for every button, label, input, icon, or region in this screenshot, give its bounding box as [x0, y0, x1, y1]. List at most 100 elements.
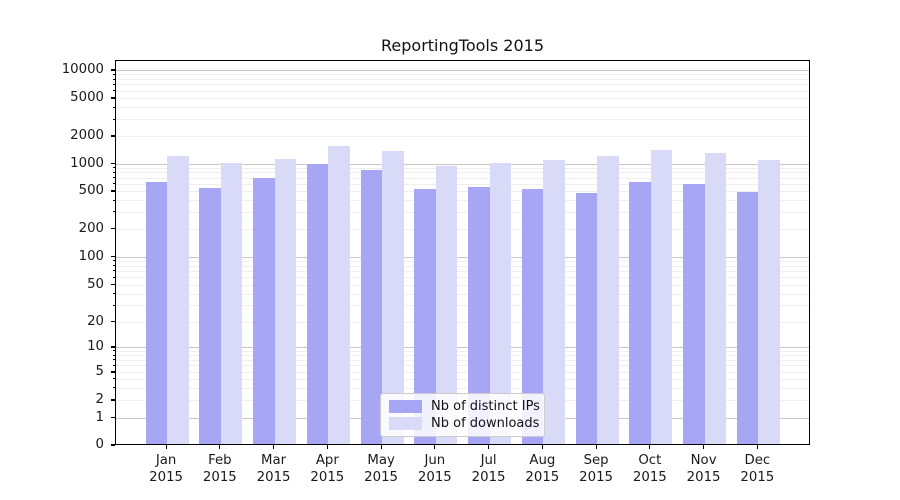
y-minor-tick-mark: [112, 359, 115, 361]
y-axis-tick-label: 20: [87, 313, 104, 329]
y-axis-tick-label: 200: [78, 220, 104, 236]
y-axis-tick-label: 50: [87, 276, 104, 292]
y-minor-tick-mark: [112, 78, 115, 80]
bar-distinct-ips: [306, 164, 329, 444]
y-axis-tick-label: 0: [95, 437, 104, 452]
x-axis-label: Jan 2015: [149, 453, 184, 485]
gridline: [116, 350, 809, 352]
x-tick-mark: [488, 445, 490, 449]
legend-label: Nb of distinct IPs: [431, 399, 540, 414]
y-tick-mark: [111, 227, 115, 230]
y-minor-tick-mark: [112, 354, 115, 356]
x-tick-mark: [380, 445, 382, 449]
y-tick-mark: [111, 416, 115, 419]
y-tick-mark: [111, 190, 115, 192]
x-tick-mark: [756, 445, 758, 449]
x-axis-label: Apr 2015: [310, 453, 345, 485]
legend-item: Nb of distinct IPs: [389, 399, 540, 414]
bar-distinct-ips: [360, 169, 383, 444]
y-axis-tick-label: 2000: [70, 128, 104, 143]
y-tick-mark: [111, 444, 115, 446]
gridline: [116, 84, 809, 86]
y-minor-tick-mark: [112, 167, 115, 169]
legend-item: Nb of downloads: [389, 416, 540, 431]
x-tick-mark: [273, 445, 275, 449]
y-minor-tick-mark: [112, 387, 115, 389]
y-tick-mark: [111, 255, 115, 258]
gridline: [116, 136, 809, 137]
gridline: [116, 359, 809, 361]
gridline: [116, 172, 809, 174]
gridline: [116, 265, 809, 267]
y-axis-tick-label: 500: [78, 183, 104, 198]
x-tick-mark: [165, 445, 167, 449]
y-axis-tick-label: 1000: [70, 155, 104, 171]
y-minor-tick-mark: [112, 293, 115, 294]
y-minor-tick-mark: [112, 118, 115, 120]
gridline: [116, 277, 809, 279]
y-axis-tick-label: 5000: [70, 90, 104, 105]
legend-label: Nb of downloads: [431, 416, 540, 431]
gridline: [116, 365, 809, 367]
y-minor-tick-mark: [112, 177, 115, 179]
x-axis-label: Jun 2015: [417, 453, 452, 485]
bar-downloads: [435, 165, 458, 444]
x-axis-label: Mar 2015: [256, 453, 291, 485]
x-tick-mark: [703, 445, 705, 449]
gridline: [116, 163, 809, 165]
y-minor-tick-mark: [112, 106, 115, 108]
chart-title: ReportingTools 2015: [381, 36, 544, 55]
gridline: [116, 270, 809, 272]
gridline: [116, 256, 809, 258]
y-minor-tick-mark: [112, 199, 115, 201]
y-axis-tick-label: 1: [95, 409, 104, 425]
bar-downloads: [704, 152, 727, 444]
x-axis-label: Nov 2015: [686, 453, 721, 485]
x-tick-mark: [434, 445, 436, 449]
gridline: [116, 70, 809, 71]
legend-swatch: [389, 400, 422, 413]
x-tick-mark: [649, 445, 651, 449]
bar-distinct-ips: [414, 189, 436, 444]
plot-area: [115, 60, 810, 445]
y-tick-mark: [111, 320, 115, 323]
y-minor-tick-mark: [112, 350, 115, 352]
bar-distinct-ips: [145, 181, 168, 444]
bar-downloads: [220, 163, 243, 444]
y-minor-tick-mark: [112, 276, 115, 278]
bar-downloads: [382, 150, 404, 444]
x-axis-label: May 2015: [364, 453, 399, 485]
bar-downloads: [650, 150, 673, 444]
gridline: [116, 177, 809, 179]
y-minor-tick-mark: [112, 260, 115, 262]
bar-distinct-ips: [683, 184, 705, 444]
bar-distinct-ips: [736, 191, 759, 444]
bar-downloads: [167, 156, 189, 444]
y-minor-tick-mark: [112, 73, 115, 75]
gridline: [116, 79, 809, 80]
bar-distinct-ips: [575, 193, 598, 444]
gridline: [116, 200, 809, 202]
y-tick-mark: [111, 371, 115, 373]
gridline: [116, 355, 809, 357]
y-minor-tick-mark: [112, 211, 115, 213]
gridline: [116, 183, 809, 185]
bar-distinct-ips: [629, 182, 651, 444]
gridline: [116, 372, 809, 373]
y-minor-tick-mark: [112, 270, 115, 272]
gridline: [116, 119, 809, 121]
y-axis-tick-label: 10000: [61, 62, 104, 77]
gridline: [116, 90, 809, 92]
y-axis-tick-label: 2: [95, 392, 104, 407]
gridline: [116, 211, 809, 213]
y-tick-mark: [111, 69, 115, 71]
x-axis-label: Oct 2015: [632, 453, 667, 485]
legend: Nb of distinct IPs Nb of downloads: [380, 393, 545, 437]
y-axis-tick-label: 5: [95, 364, 104, 379]
bar-downloads: [597, 156, 619, 444]
gridline: [116, 74, 809, 76]
gridline: [116, 321, 809, 323]
bar-distinct-ips: [199, 187, 221, 444]
bar-distinct-ips: [253, 178, 275, 444]
